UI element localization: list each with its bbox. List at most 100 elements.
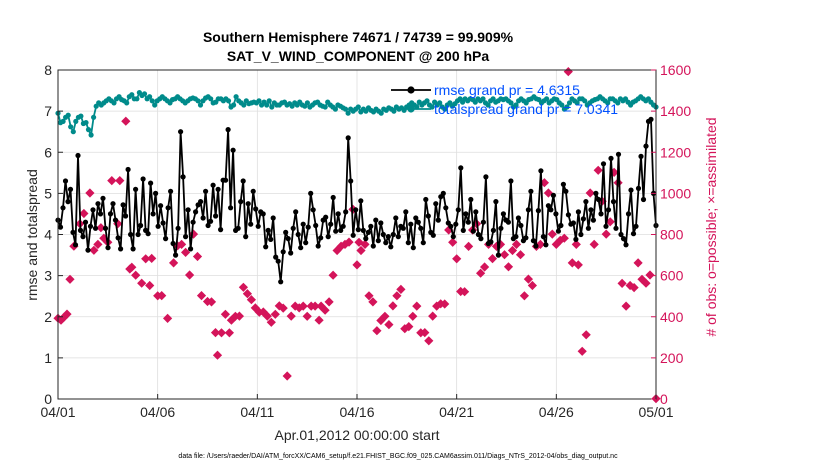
rmse-point xyxy=(165,205,171,211)
totalspread-point xyxy=(345,110,351,116)
totalspread-point xyxy=(513,102,519,108)
right-tick-label: 400 xyxy=(660,309,684,325)
rmse-point xyxy=(353,207,359,213)
obs-assimilated-marker xyxy=(332,245,342,256)
rmse-point xyxy=(533,243,539,249)
rmse-point xyxy=(415,219,421,225)
obs-assimilated-marker xyxy=(242,289,252,299)
rmse-point xyxy=(523,235,529,241)
rmse-point xyxy=(278,279,284,285)
right-axis: 0 200 400 600 800 1000 1200 1400 1600 xyxy=(651,62,691,407)
totalspread-point xyxy=(264,102,270,108)
rmse-point xyxy=(635,185,642,191)
rmse-point xyxy=(148,180,154,186)
totalspread-point xyxy=(147,94,153,100)
right-tick-label: 200 xyxy=(660,350,684,366)
totalspread-point xyxy=(241,102,247,108)
rmse-point xyxy=(540,234,547,240)
obs-assimilated-marker xyxy=(89,245,99,255)
obs-assimilated-marker xyxy=(212,350,223,360)
rmse-point xyxy=(203,188,209,194)
rmse-point xyxy=(550,192,557,198)
obs-assimilated-marker xyxy=(499,250,510,260)
rmse-point xyxy=(62,178,69,184)
totalspread-point xyxy=(269,104,275,110)
right-tick-label: 1000 xyxy=(660,185,691,201)
obs-assimilated-marker xyxy=(192,251,203,262)
obs-assimilated-marker xyxy=(364,291,374,301)
obs-assimilated-marker xyxy=(593,165,603,175)
rmse-point xyxy=(548,207,554,213)
rmse-point xyxy=(198,199,204,205)
rmse-point xyxy=(325,234,331,240)
chart-title-line2: SAT_V_WIND_COMPONENT @ 200 hPa xyxy=(227,48,490,64)
y-axis-label-right: # of obs: o=possible; ×=assimilated xyxy=(703,117,719,336)
rmse-point xyxy=(268,236,274,242)
obs-assimilated-marker xyxy=(336,241,346,251)
rmse-point xyxy=(105,245,111,251)
rmse-point xyxy=(373,217,379,223)
rmse-point xyxy=(140,176,146,182)
obs-assimilated-marker xyxy=(535,239,545,249)
rmse-point xyxy=(403,209,409,215)
rmse-point xyxy=(65,199,71,205)
rmse-point xyxy=(588,207,594,213)
rmse-point xyxy=(470,228,476,234)
rmse-point xyxy=(410,245,416,251)
totalspread-point xyxy=(68,124,74,130)
rmse-point xyxy=(573,236,579,242)
totalspread-point xyxy=(85,127,92,133)
obs-assimilated-marker xyxy=(185,270,195,280)
rmse-point xyxy=(408,221,414,227)
obs-assimilated-marker xyxy=(571,239,581,249)
rmse-point xyxy=(153,190,159,196)
rmse-point xyxy=(213,213,219,219)
obs-assimilated-marker xyxy=(589,239,599,249)
obs-assimilated-marker xyxy=(274,301,284,311)
obs-assimilated-marker xyxy=(581,330,591,340)
obs-assimilated-marker xyxy=(177,239,187,249)
right-tick-label: 600 xyxy=(660,268,684,284)
rmse-point xyxy=(365,229,371,235)
obs-assimilated-marker xyxy=(480,262,490,272)
obs-assimilated-marker xyxy=(181,247,191,257)
rmse-point xyxy=(313,222,319,229)
rmse-point xyxy=(545,203,552,209)
obs-assimilated-marker xyxy=(328,270,338,280)
rmse-point xyxy=(453,221,459,227)
rmse-point xyxy=(288,250,294,256)
rmse-point xyxy=(75,152,81,159)
left-tick-label: 2 xyxy=(44,309,52,325)
rmse-point xyxy=(473,209,479,215)
rmse-line xyxy=(57,118,657,283)
rmse-point xyxy=(155,223,161,229)
rmse-point xyxy=(630,231,637,237)
rmse-point xyxy=(70,229,76,235)
obs-assimilated-marker xyxy=(428,311,438,321)
totalspread-point xyxy=(195,98,201,104)
rmse-point xyxy=(205,222,211,229)
rmse-point xyxy=(235,225,241,231)
legend-spread-label: totalspread grand pr = 7.0341 xyxy=(434,101,618,117)
rmse-point xyxy=(620,236,627,242)
rmse-point xyxy=(348,178,354,184)
rmse-point xyxy=(498,225,504,231)
rmse-point xyxy=(293,209,299,215)
obs-assimilated-marker xyxy=(507,245,518,256)
obs-assimilated-marker xyxy=(310,301,320,311)
obs-assimilated-marker xyxy=(503,262,514,272)
rmse-point xyxy=(565,212,572,218)
obs-assimilated-marker xyxy=(356,245,366,256)
rmse-point xyxy=(275,258,281,264)
rmse-point xyxy=(283,229,289,235)
rmse-point xyxy=(488,239,494,245)
obs-assimilated-marker xyxy=(107,176,117,186)
rmse-point xyxy=(465,219,471,225)
rmse-point xyxy=(345,135,351,141)
obs-assimilated-marker xyxy=(452,254,462,264)
totalspread-point xyxy=(342,106,349,112)
x-tick-label: 04/01 xyxy=(40,404,75,420)
obs-assimilated-marker xyxy=(577,346,587,356)
rmse-point xyxy=(158,203,164,209)
